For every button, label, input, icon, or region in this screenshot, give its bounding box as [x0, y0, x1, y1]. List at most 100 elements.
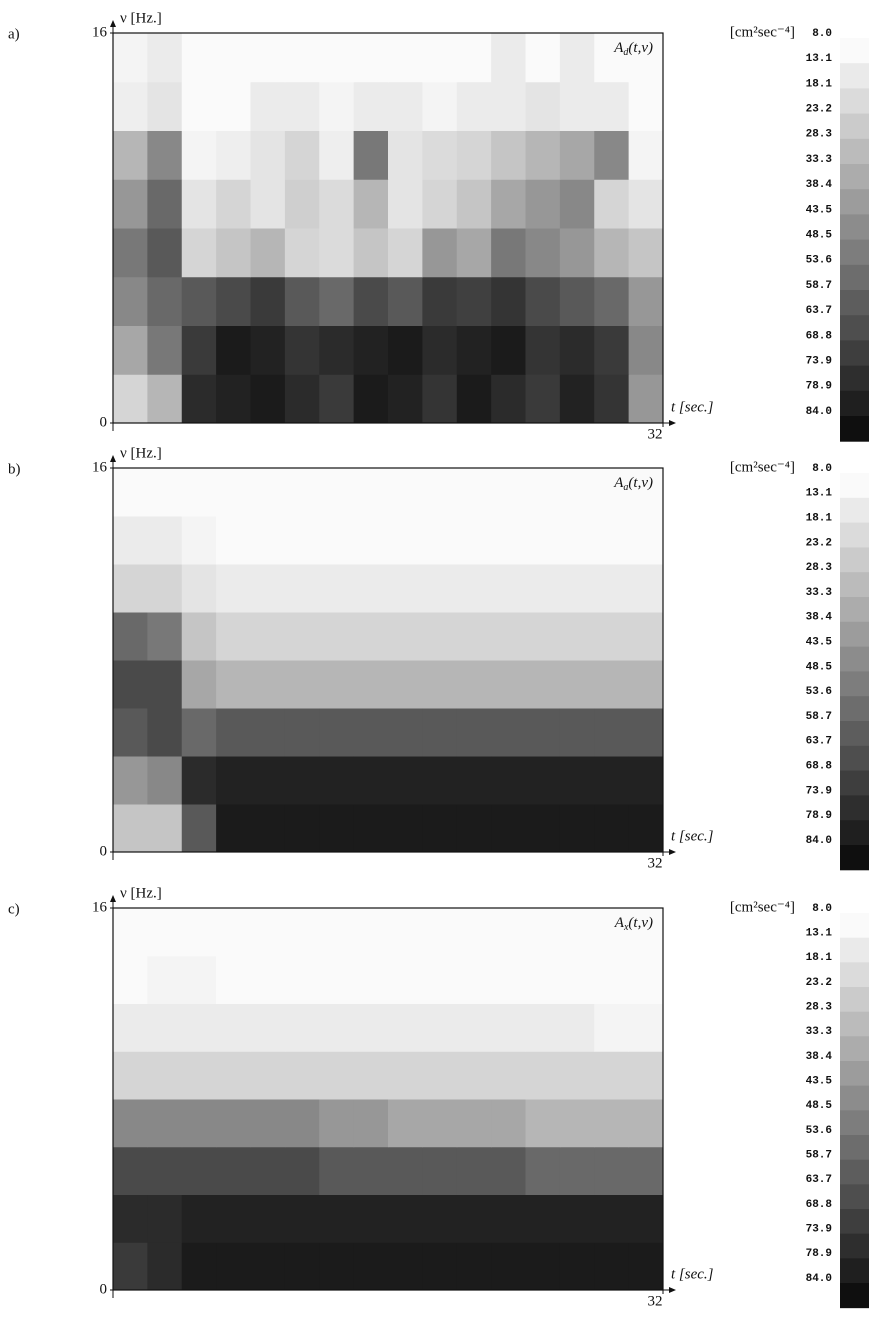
colorbar-swatch: [840, 214, 869, 241]
heatmap-cell: [388, 81, 423, 131]
colorbar-swatch: [840, 1184, 869, 1210]
heatmap-cell: [594, 228, 630, 278]
colorbar-tick-label: 84.0: [806, 835, 832, 847]
heatmap-cell: [284, 564, 320, 613]
heatmap-cell: [456, 564, 492, 613]
colorbar-swatch: [840, 671, 869, 697]
heatmap-cell: [456, 1146, 492, 1195]
heatmap-cell: [422, 179, 458, 229]
heatmap-cell: [113, 179, 148, 229]
heatmap-cell: [216, 33, 251, 83]
heatmap-cell: [628, 564, 664, 613]
y-tick-label: 0: [100, 414, 108, 430]
heatmap-cell: [353, 1194, 389, 1243]
heatmap-cell: [353, 1146, 389, 1195]
colorbar-swatch: [840, 63, 869, 89]
heatmap-cell: [525, 81, 561, 131]
heatmap-cell: [147, 612, 183, 661]
heatmap-cell: [628, 130, 664, 180]
heatmap-cell: [147, 325, 183, 375]
heatmap-cell: [319, 1146, 355, 1195]
heatmap-cell: [559, 1003, 595, 1052]
y-tick-label: 16: [92, 899, 108, 915]
heatmap-cell: [594, 130, 630, 180]
y-arrow: [110, 20, 116, 27]
colorbar-label: [cm²sec⁻⁴]: [730, 24, 795, 40]
heatmap-cell: [559, 908, 595, 957]
heatmap-cell: [250, 33, 286, 83]
heatmap-cell: [594, 708, 630, 757]
heatmap-cell: [388, 33, 423, 83]
heatmap-cell: [353, 81, 389, 131]
heatmap-cell: [422, 228, 458, 278]
heatmap-cell: [491, 908, 526, 957]
heatmap-cell: [319, 908, 355, 957]
heatmap-cell: [216, 1146, 251, 1195]
heatmap-cell: [559, 564, 595, 613]
heatmap-cell: [388, 276, 423, 326]
heatmap-cell: [525, 1099, 561, 1148]
heatmap-cell: [181, 325, 217, 375]
colorbar-swatch: [840, 913, 869, 939]
colorbar-tick-label: 63.7: [806, 305, 832, 317]
heatmap-cell: [388, 708, 423, 757]
heatmap-cell: [525, 1146, 561, 1195]
colorbar-swatch: [840, 547, 869, 573]
colorbar-tick-label: 8.0: [812, 903, 832, 915]
heatmap-cell: [250, 130, 286, 180]
heatmap-cell: [147, 1099, 183, 1148]
colorbar-swatch: [840, 1209, 869, 1235]
heatmap-cell: [216, 1051, 251, 1100]
heatmap-cell: [113, 564, 148, 613]
heatmap-cell: [491, 516, 526, 565]
colorbar-tick-label: 58.7: [806, 711, 832, 723]
colorbar-swatch: [840, 365, 869, 392]
colorbar-tick-label: 43.5: [806, 1076, 833, 1088]
colorbar-swatch: [840, 646, 869, 672]
heatmap-cell: [319, 374, 355, 424]
heatmap-cell: [147, 468, 183, 517]
heatmap-cell: [525, 804, 561, 853]
colorbar-swatch: [840, 1135, 869, 1161]
heatmap-cell: [628, 708, 664, 757]
heatmap-cell: [456, 1051, 492, 1100]
heatmap-cell: [353, 708, 389, 757]
heatmap-cell: [525, 612, 561, 661]
heatmap-cell: [628, 516, 664, 565]
heatmap-cell: [388, 1194, 423, 1243]
heatmap-cell: [491, 325, 526, 375]
heatmap-cell: [181, 804, 217, 853]
heatmap-cell: [319, 708, 355, 757]
y-tick-label: 16: [92, 24, 108, 40]
colorbar-swatch: [840, 1233, 869, 1259]
colorbar-tick-label: 73.9: [806, 785, 832, 797]
heatmap-cell: [284, 756, 320, 805]
annotation-sub: x: [623, 922, 629, 933]
heatmap-cell: [284, 228, 320, 278]
colorbar-swatch: [840, 416, 869, 442]
heatmap-cell: [422, 130, 458, 180]
colorbar-swatch: [840, 1283, 869, 1309]
heatmap-cell: [422, 1146, 458, 1195]
heatmap-cell: [147, 908, 183, 957]
colorbar-swatch: [840, 1110, 869, 1136]
heatmap-cell: [250, 908, 286, 957]
colorbar-swatch: [840, 340, 869, 367]
heatmap-cell: [594, 374, 630, 424]
heatmap-cell: [456, 955, 492, 1004]
heatmap-cell: [559, 179, 595, 229]
heatmap-cell: [491, 955, 526, 1004]
annotation-sub: d: [623, 47, 629, 58]
colorbar-tick-label: 78.9: [806, 810, 832, 822]
heatmap-cell: [284, 179, 320, 229]
heatmap-cell: [628, 325, 664, 375]
heatmap-cell: [594, 276, 630, 326]
colorbar-label: [cm²sec⁻⁴]: [730, 459, 795, 475]
heatmap-cell: [147, 1003, 183, 1052]
heatmap-cell: [525, 756, 561, 805]
heatmap-cell: [525, 325, 561, 375]
heatmap-cell: [456, 708, 492, 757]
colorbar-swatch: [840, 497, 869, 524]
heatmap-cell: [559, 660, 595, 709]
